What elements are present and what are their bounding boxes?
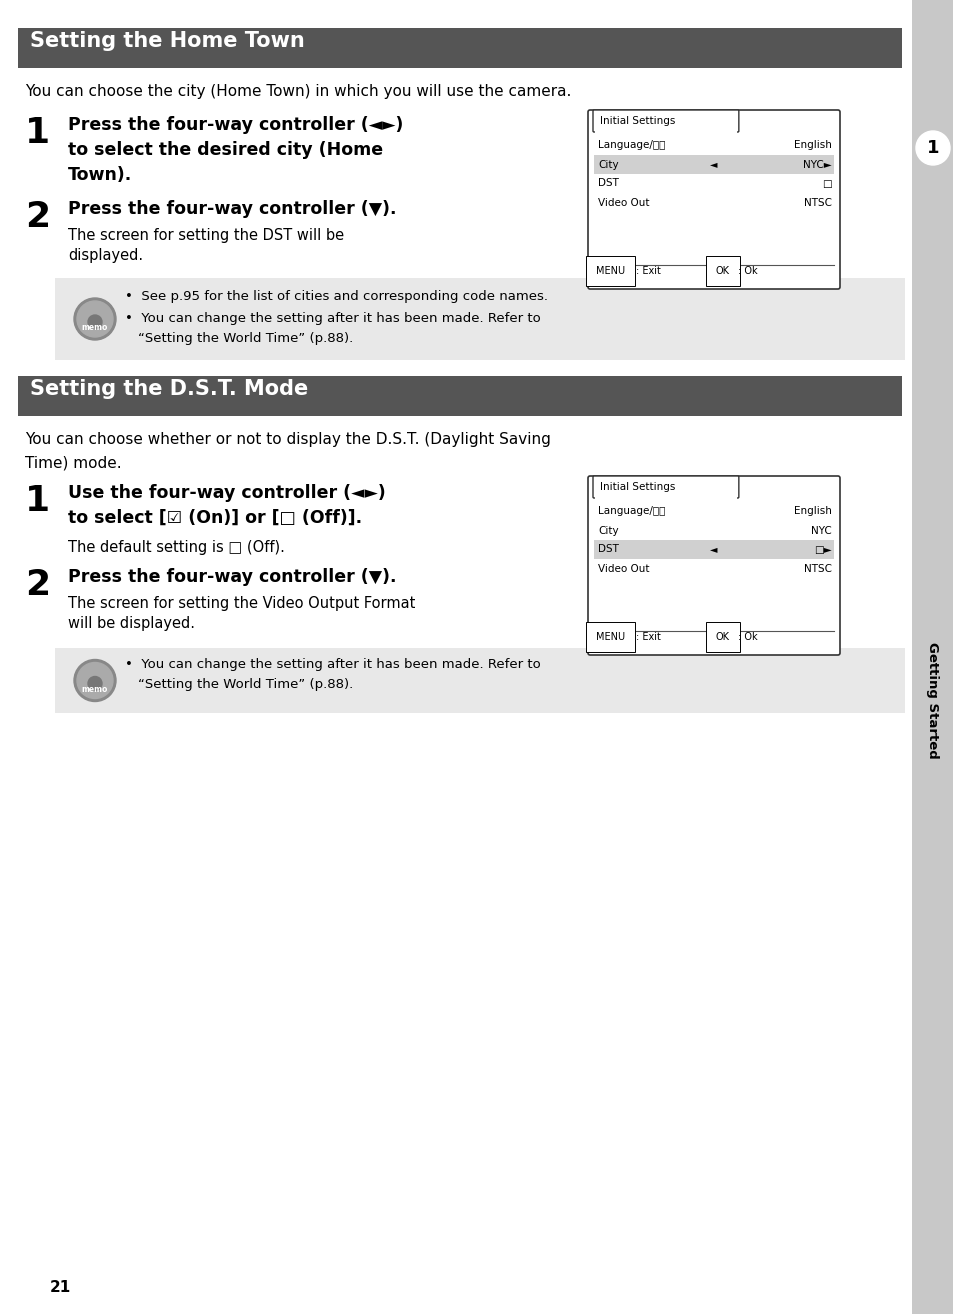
Circle shape bbox=[77, 301, 112, 336]
Text: displayed.: displayed. bbox=[68, 248, 143, 263]
Text: memo: memo bbox=[82, 323, 108, 332]
Text: 21: 21 bbox=[50, 1280, 71, 1296]
Text: •  You can change the setting after it has been made. Refer to: • You can change the setting after it ha… bbox=[125, 311, 540, 325]
Text: to select the desired city (Home: to select the desired city (Home bbox=[68, 141, 383, 159]
Circle shape bbox=[74, 660, 116, 702]
Text: Town).: Town). bbox=[68, 166, 132, 184]
Text: Setting the D.S.T. Mode: Setting the D.S.T. Mode bbox=[30, 378, 308, 399]
Text: NYC►: NYC► bbox=[802, 159, 831, 170]
Text: “Setting the World Time” (p.88).: “Setting the World Time” (p.88). bbox=[138, 678, 353, 691]
Text: MENU: MENU bbox=[596, 632, 624, 643]
Text: City: City bbox=[598, 526, 618, 536]
Text: OK: OK bbox=[716, 265, 729, 276]
Text: Video Out: Video Out bbox=[598, 197, 649, 208]
Text: Language/言語: Language/言語 bbox=[598, 506, 664, 516]
Bar bbox=[595, 495, 736, 501]
Text: ◄: ◄ bbox=[709, 159, 717, 170]
Text: to select [☑ (On)] or [□ (Off)].: to select [☑ (On)] or [□ (Off)]. bbox=[68, 509, 362, 527]
Text: English: English bbox=[793, 506, 831, 516]
Text: 1: 1 bbox=[25, 116, 51, 150]
Circle shape bbox=[915, 131, 949, 166]
Text: : Exit: : Exit bbox=[636, 632, 660, 643]
Text: □►: □► bbox=[814, 544, 831, 555]
Circle shape bbox=[88, 677, 102, 690]
Text: Initial Settings: Initial Settings bbox=[599, 482, 675, 491]
Circle shape bbox=[88, 315, 102, 328]
Bar bbox=[55, 648, 904, 714]
Text: : Exit: : Exit bbox=[636, 265, 660, 276]
Text: memo: memo bbox=[82, 685, 108, 694]
Text: English: English bbox=[793, 141, 831, 151]
Text: : Ok: : Ok bbox=[738, 632, 757, 643]
Text: □: □ bbox=[821, 179, 831, 188]
Text: will be displayed.: will be displayed. bbox=[68, 616, 194, 631]
Bar bbox=[911, 0, 953, 1314]
Text: Use the four-way controller (◄►): Use the four-way controller (◄►) bbox=[68, 484, 385, 502]
Circle shape bbox=[77, 662, 112, 699]
FancyBboxPatch shape bbox=[593, 110, 738, 131]
Text: 2: 2 bbox=[25, 568, 51, 602]
Text: Press the four-way controller (◄►): Press the four-way controller (◄►) bbox=[68, 116, 403, 134]
Text: The default setting is □ (Off).: The default setting is □ (Off). bbox=[68, 540, 285, 555]
Text: ◄: ◄ bbox=[709, 544, 717, 555]
Text: 2: 2 bbox=[25, 200, 51, 234]
Text: The screen for setting the Video Output Format: The screen for setting the Video Output … bbox=[68, 597, 415, 611]
Text: OK: OK bbox=[716, 632, 729, 643]
Text: You can choose the city (Home Town) in which you will use the camera.: You can choose the city (Home Town) in w… bbox=[25, 84, 571, 99]
Bar bbox=[18, 376, 901, 417]
Bar bbox=[594, 155, 833, 173]
Text: “Setting the World Time” (p.88).: “Setting the World Time” (p.88). bbox=[138, 332, 353, 346]
Text: 1: 1 bbox=[25, 484, 51, 518]
FancyBboxPatch shape bbox=[587, 110, 840, 289]
FancyBboxPatch shape bbox=[587, 476, 840, 654]
Text: MENU: MENU bbox=[596, 265, 624, 276]
Text: DST: DST bbox=[598, 544, 618, 555]
Text: DST: DST bbox=[598, 179, 618, 188]
Text: Setting the Home Town: Setting the Home Town bbox=[30, 32, 304, 51]
Text: Initial Settings: Initial Settings bbox=[599, 116, 675, 126]
Text: Time) mode.: Time) mode. bbox=[25, 455, 121, 470]
Text: •  See p.95 for the list of cities and corresponding code names.: • See p.95 for the list of cities and co… bbox=[125, 290, 547, 304]
Text: The screen for setting the DST will be: The screen for setting the DST will be bbox=[68, 229, 344, 243]
Text: City: City bbox=[598, 159, 618, 170]
Circle shape bbox=[74, 298, 116, 340]
Bar bbox=[18, 28, 901, 68]
Text: You can choose whether or not to display the D.S.T. (Daylight Saving: You can choose whether or not to display… bbox=[25, 432, 550, 447]
Text: Press the four-way controller (▼).: Press the four-way controller (▼). bbox=[68, 200, 396, 218]
Bar bbox=[594, 540, 833, 558]
Text: Getting Started: Getting Started bbox=[925, 641, 939, 758]
FancyBboxPatch shape bbox=[593, 476, 738, 498]
Text: : Ok: : Ok bbox=[738, 265, 757, 276]
Text: NTSC: NTSC bbox=[803, 564, 831, 573]
Text: NYC: NYC bbox=[810, 526, 831, 536]
Text: Press the four-way controller (▼).: Press the four-way controller (▼). bbox=[68, 568, 396, 586]
Bar bbox=[595, 129, 736, 135]
Text: Language/言語: Language/言語 bbox=[598, 141, 664, 151]
Bar bbox=[55, 279, 904, 360]
Text: NTSC: NTSC bbox=[803, 197, 831, 208]
Text: Video Out: Video Out bbox=[598, 564, 649, 573]
Text: •  You can change the setting after it has been made. Refer to: • You can change the setting after it ha… bbox=[125, 658, 540, 671]
Text: 1: 1 bbox=[925, 139, 939, 156]
